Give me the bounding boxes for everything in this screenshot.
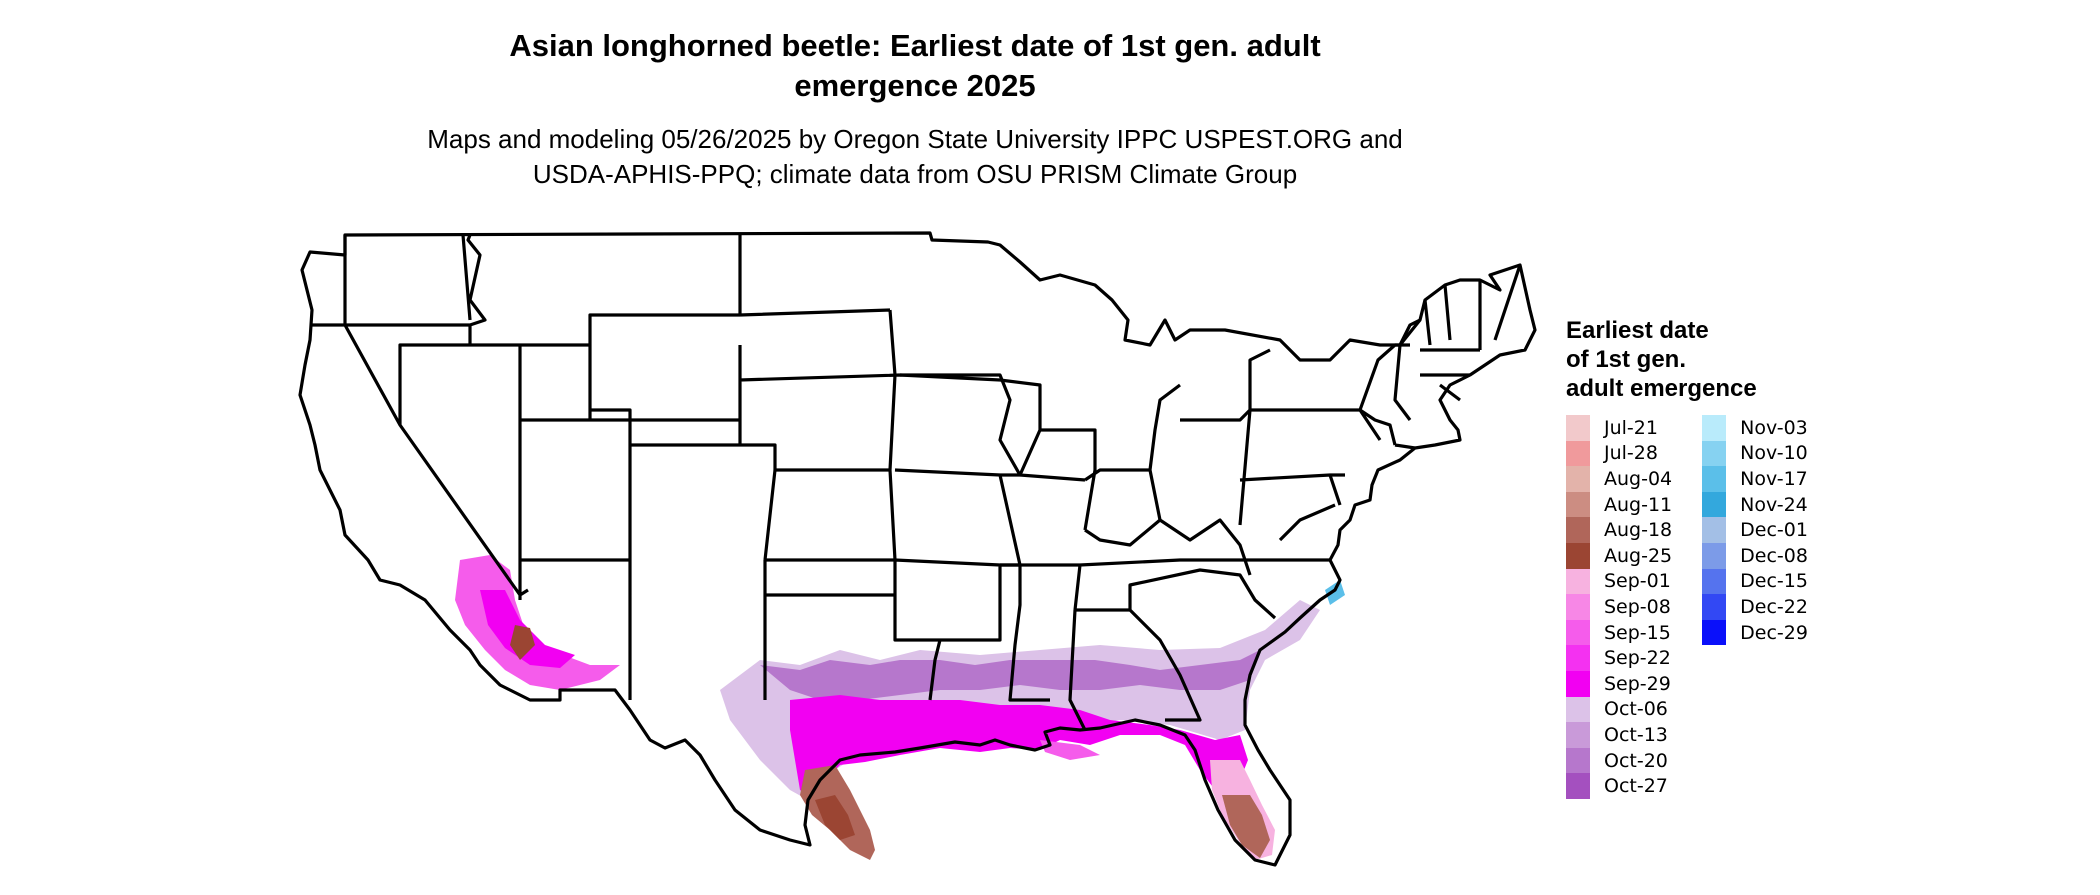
- zone-sw-brown: [510, 625, 535, 660]
- legend-title-line: of 1st gen.: [1566, 346, 1687, 373]
- map-subtitle: Maps and modeling 05/26/2025 by Oregon S…: [0, 122, 1830, 192]
- legend-label: Oct-06: [1604, 698, 1668, 721]
- subtitle-line-2: USDA-APHIS-PPQ; climate data from OSU PR…: [532, 159, 1298, 189]
- zone-atlantic-cyan: [1325, 580, 1345, 605]
- legend-swatch: [1566, 722, 1590, 748]
- legend-swatch: [1702, 619, 1727, 646]
- legend-item: Nov-17: [1702, 466, 1808, 492]
- title-line-1: Asian longhorned beetle: Earliest date o…: [509, 28, 1321, 63]
- legend-item: Sep-22: [1566, 645, 1672, 671]
- legend-label: Jul-21: [1604, 416, 1658, 439]
- legend-item: Sep-29: [1566, 670, 1672, 697]
- legend-item: Aug-04: [1566, 466, 1672, 492]
- legend-item: Dec-29: [1702, 619, 1808, 646]
- legend-label: Aug-25: [1604, 544, 1673, 567]
- legend-item: Nov-03: [1702, 415, 1808, 441]
- legend-swatch: [1566, 773, 1590, 799]
- legend-column-2: Nov-03 Nov-10 Nov-17 Nov-24 Dec-01 Dec-08 Dec-…: [1702, 415, 1808, 799]
- legend-item: Dec-01: [1702, 517, 1808, 543]
- legend-label: Aug-11: [1604, 493, 1673, 516]
- legend-swatch: [1566, 747, 1590, 774]
- title-line-2: emergence 2025: [794, 68, 1036, 103]
- legend-label: Dec-08: [1740, 544, 1808, 567]
- legend-title-line: Earliest date: [1566, 317, 1709, 344]
- legend-label: Sep-01: [1604, 570, 1671, 593]
- legend-item: Jul-21: [1566, 415, 1672, 441]
- legend-swatch: [1702, 594, 1727, 620]
- legend-label: Aug-18: [1604, 519, 1673, 542]
- legend-swatch: [1566, 517, 1590, 543]
- zone-florida-brown: [1222, 795, 1270, 858]
- legend-swatch: [1566, 619, 1590, 646]
- legend-item: Aug-25: [1566, 542, 1673, 569]
- legend-label: Nov-10: [1740, 442, 1808, 465]
- us-outline: [298, 231, 1537, 867]
- legend-label: Aug-04: [1604, 467, 1673, 490]
- legend-label: Dec-01: [1740, 519, 1808, 542]
- legend-item: Nov-24: [1702, 491, 1808, 518]
- legend-swatch: [1702, 466, 1727, 492]
- legend-item: Sep-15: [1566, 619, 1672, 646]
- zone-texas-south-dark: [815, 795, 855, 840]
- legend-item: Oct-06: [1566, 696, 1672, 723]
- legend-item: Aug-11: [1566, 491, 1673, 518]
- legend-title: Earliest date of 1st gen. adult emergenc…: [1566, 316, 1808, 403]
- legend-item: Oct-13: [1566, 722, 1672, 748]
- legend-label: Sep-22: [1604, 647, 1671, 670]
- legend-label: Sep-29: [1604, 672, 1671, 695]
- legend-swatch: [1566, 645, 1590, 671]
- legend-swatch: [1702, 491, 1727, 518]
- legend-label: Jul-28: [1604, 442, 1658, 465]
- legend-swatch: [1702, 415, 1727, 441]
- legend-swatch: [1702, 542, 1727, 569]
- legend-swatch: [1566, 542, 1590, 569]
- emergence-fill-layer: [455, 555, 1345, 860]
- legend-label: Dec-29: [1740, 621, 1808, 644]
- us-map: [298, 231, 1537, 867]
- legend-label: Oct-13: [1604, 723, 1668, 746]
- legend-label: Dec-22: [1740, 595, 1808, 618]
- legend-item: Aug-18: [1566, 517, 1672, 543]
- legend: Earliest date of 1st gen. adult emergenc…: [1566, 316, 1808, 799]
- legend-label: Sep-15: [1604, 621, 1671, 644]
- legend-swatch: [1702, 440, 1727, 467]
- state-borders: [298, 231, 1537, 867]
- legend-swatch: [1566, 594, 1590, 620]
- legend-item: Oct-20: [1566, 747, 1672, 774]
- legend-label: Oct-20: [1604, 749, 1668, 772]
- legend-item: Nov-10: [1702, 440, 1808, 467]
- legend-label: Nov-24: [1740, 493, 1808, 516]
- legend-swatch: [1566, 466, 1590, 492]
- legend-item: Dec-15: [1702, 568, 1808, 595]
- legend-swatch: [1702, 568, 1727, 595]
- zone-sw-arizona: [455, 555, 620, 690]
- legend-label: Nov-17: [1740, 467, 1808, 490]
- legend-swatch: [1566, 440, 1590, 467]
- legend-item: Dec-22: [1702, 594, 1808, 620]
- legend-item: Jul-28: [1566, 440, 1672, 467]
- subtitle-line-1: Maps and modeling 05/26/2025 by Oregon S…: [427, 124, 1403, 154]
- legend-title-line: adult emergence: [1566, 375, 1757, 402]
- legend-label: Oct-27: [1604, 775, 1668, 798]
- legend-label: Sep-08: [1604, 595, 1671, 618]
- legend-item: Sep-08: [1566, 594, 1672, 620]
- legend-label: Nov-03: [1740, 416, 1808, 439]
- state-borders-east: [999, 264, 1522, 611]
- legend-swatch: [1702, 517, 1727, 543]
- zone-gulf-magenta-mid: [1040, 740, 1100, 760]
- legend-swatch: [1566, 696, 1590, 723]
- legend-item: Oct-27: [1566, 773, 1672, 799]
- map-title: Asian longhorned beetle: Earliest date o…: [0, 26, 1830, 106]
- legend-swatch: [1566, 568, 1590, 595]
- legend-label: Dec-15: [1740, 570, 1808, 593]
- legend-item: Dec-08: [1702, 542, 1808, 569]
- legend-item: Sep-01: [1566, 568, 1672, 595]
- legend-swatch: [1566, 670, 1590, 697]
- state-borders-west: [312, 234, 1001, 700]
- zone-gulf-purple: [760, 650, 1260, 700]
- legend-column-1: Jul-21 Jul-28 Aug-04 Aug-11 Aug-18 Aug-25 Sep-…: [1566, 415, 1672, 799]
- legend-swatch: [1566, 491, 1590, 518]
- legend-swatch: [1566, 415, 1590, 441]
